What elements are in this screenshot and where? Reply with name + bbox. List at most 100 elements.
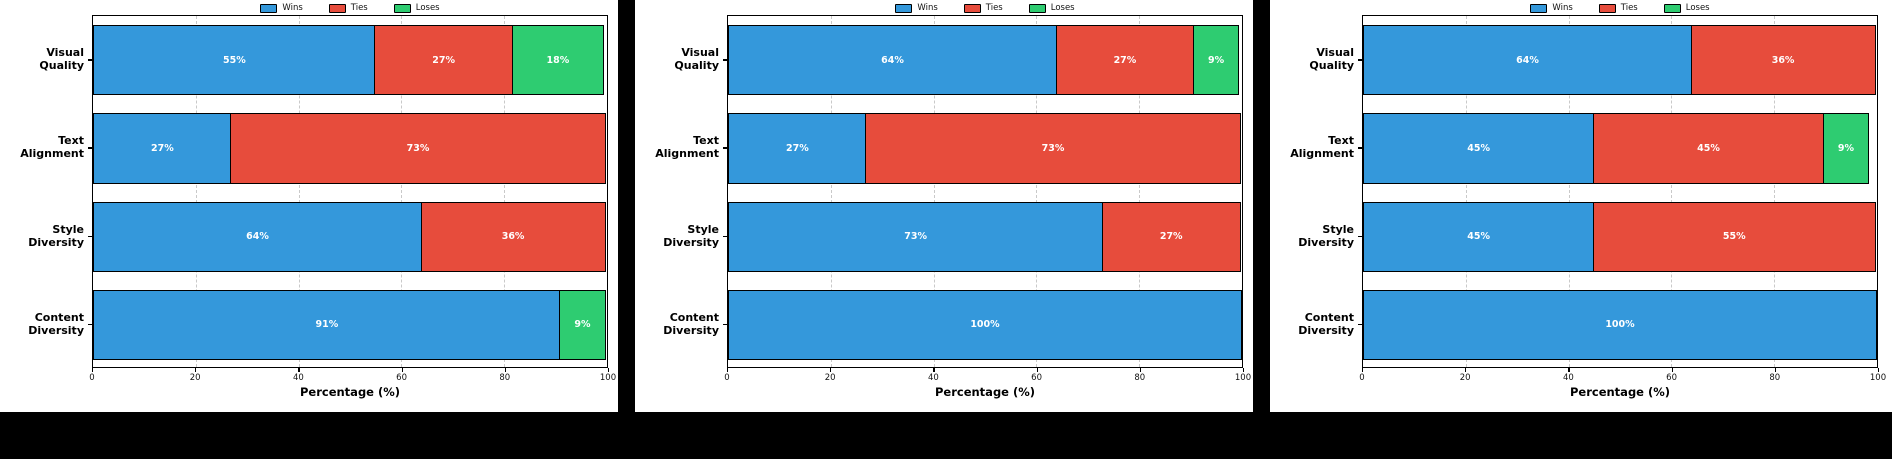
ties-bar-segment: 73% <box>865 113 1241 184</box>
gridline-40 <box>298 16 300 367</box>
bar-segment-label: 27% <box>432 54 456 66</box>
wins-bar-segment: 27% <box>728 113 867 184</box>
loses-bar-segment: 9% <box>559 289 606 360</box>
bar-row: 100% <box>1363 281 1877 369</box>
x-tick-mark <box>727 368 729 372</box>
bar-row: 27% 73% <box>93 104 607 192</box>
gridline-80 <box>1139 16 1141 367</box>
y-tick-mark <box>1358 147 1362 149</box>
gridline-80 <box>1774 16 1776 367</box>
legend: Wins Ties Loses <box>727 1 1243 15</box>
x-tick-mark <box>1139 368 1142 372</box>
bar-segment-label: 27% <box>786 142 809 154</box>
x-tick-label: 0 <box>89 373 95 383</box>
bar-segment-label: 45% <box>1467 231 1491 243</box>
bar-row: 100% <box>728 281 1242 369</box>
bar-row: 64% 36% <box>93 193 607 281</box>
y-tick-mark <box>88 235 92 238</box>
legend: Wins Ties Loses <box>1362 1 1878 15</box>
loses-color-swatch-icon <box>393 3 411 13</box>
x-tick-label: 80 <box>499 373 511 383</box>
x-tick-mark <box>401 368 403 372</box>
bar-segment-label: 73% <box>1041 142 1065 154</box>
bar-segment-label: 27% <box>1159 231 1183 243</box>
gridline-60 <box>1036 16 1038 367</box>
ties-color-swatch-icon <box>1598 3 1616 13</box>
bar-segment-label: 64% <box>246 231 269 243</box>
bar-segment-label: 27% <box>1113 54 1137 66</box>
bar-segment-label: 9% <box>574 319 591 331</box>
x-tick-label: 60 <box>1666 373 1678 383</box>
y-axis-label: Content Diversity <box>1298 310 1354 337</box>
bar-segment-label: 18% <box>546 54 570 66</box>
chart-panel-middle: Wins Ties Loses 64% 27% 9% 27% 73% 73% 27% 100% P… <box>635 0 1253 412</box>
y-axis-label: Style Diversity <box>663 222 719 249</box>
y-axis-label: Text Alignment <box>20 134 84 161</box>
x-tick-label: 40 <box>292 373 304 383</box>
bar-segment-label: 73% <box>406 142 430 154</box>
x-tick-label: 0 <box>1359 373 1365 383</box>
x-tick-mark <box>1465 368 1467 372</box>
ties-color-swatch-icon <box>328 3 346 13</box>
wins-bar-segment: 64% <box>728 25 1057 96</box>
plot-area: 55% 27% 18% 27% 73% 64% 36% 91% 9% <box>92 15 608 368</box>
x-tick-label: 0 <box>724 373 730 383</box>
bar-row: 45% 55% <box>1363 193 1877 281</box>
y-tick-mark <box>1358 323 1362 326</box>
wins-color-swatch-icon <box>260 3 278 13</box>
gridline-20 <box>1465 16 1467 367</box>
legend-label: Ties <box>350 3 368 13</box>
bar-row: 73% 27% <box>728 193 1242 281</box>
x-tick-label: 20 <box>189 373 201 383</box>
x-tick-label: 40 <box>1562 373 1574 383</box>
wins-bar-segment: 100% <box>1363 289 1877 360</box>
wins-bar-segment: 100% <box>728 289 1242 360</box>
ties-bar-segment: 27% <box>1055 25 1195 96</box>
bar-segment-label: 55% <box>222 54 246 66</box>
chart-panel-left: Wins Ties Loses 55% 27% 18% 27% 73% 64% 36% 91% 9%… <box>0 0 618 412</box>
y-axis-label: Visual Quality <box>39 46 84 73</box>
legend-item-ties: Ties <box>328 3 368 13</box>
gridline-40 <box>1568 16 1570 367</box>
legend-label: Loses <box>1050 3 1075 13</box>
y-tick-mark <box>723 147 727 149</box>
x-tick-label: 80 <box>1134 373 1146 383</box>
x-tick-mark <box>298 368 300 372</box>
ties-bar-segment: 45% <box>1592 113 1825 184</box>
wins-bar-segment: 64% <box>93 201 422 272</box>
wins-bar-segment: 27% <box>93 113 232 184</box>
wins-bar-segment: 45% <box>1363 113 1595 184</box>
x-tick-mark <box>92 368 94 372</box>
legend-item-ties: Ties <box>963 3 1003 13</box>
x-tick-mark <box>504 368 507 372</box>
bar-segment-label: 73% <box>904 231 927 243</box>
ties-bar-segment: 36% <box>1690 25 1876 96</box>
x-tick-mark <box>1568 368 1570 372</box>
loses-bar-segment: 18% <box>511 25 605 96</box>
x-axis-title: Percentage (%) <box>934 385 1036 399</box>
wins-color-swatch-icon <box>1530 3 1548 13</box>
legend-label: Ties <box>1620 3 1638 13</box>
bar-segment-label: 36% <box>501 231 525 243</box>
x-tick-label: 60 <box>1031 373 1043 383</box>
y-tick-mark <box>723 235 727 238</box>
ties-color-swatch-icon <box>963 3 981 13</box>
legend-label: Loses <box>415 3 440 13</box>
y-axis-label: Style Diversity <box>1298 222 1354 249</box>
plot-area: 64% 27% 9% 27% 73% 73% 27% 100% <box>727 15 1243 368</box>
legend-item-wins: Wins <box>260 3 303 13</box>
y-axis-label: Content Diversity <box>28 310 84 337</box>
y-tick-mark <box>723 59 727 61</box>
x-tick-label: 20 <box>1459 373 1471 383</box>
x-axis-title: Percentage (%) <box>1569 385 1671 399</box>
y-tick-mark <box>723 323 727 326</box>
gridline-40 <box>933 16 935 367</box>
wins-bar-segment: 73% <box>728 201 1104 272</box>
legend-item-wins: Wins <box>1530 3 1573 13</box>
y-tick-mark <box>1358 59 1362 61</box>
x-tick-label: 20 <box>824 373 836 383</box>
y-axis-label: Content Diversity <box>663 310 719 337</box>
x-tick-mark <box>1671 368 1673 372</box>
legend-item-loses: Loses <box>393 3 440 13</box>
